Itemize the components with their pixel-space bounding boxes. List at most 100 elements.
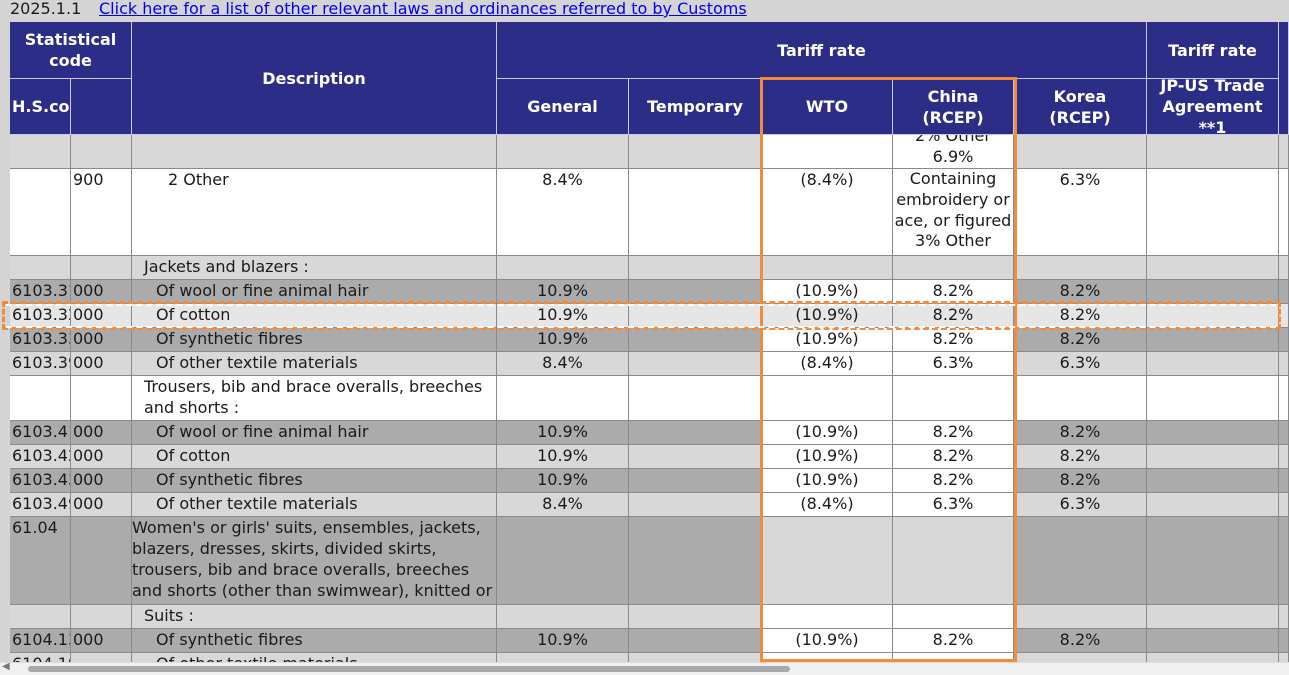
- wto-rate-cell: [762, 653, 893, 662]
- china-rcep-rate-cell: [893, 605, 1014, 629]
- scrollbar-thumb[interactable]: [28, 666, 790, 672]
- horizontal-scrollbar[interactable]: ◀: [0, 661, 1289, 675]
- description-cell: Women's or girls' suits, ensembles, jack…: [132, 517, 497, 605]
- wto-rate-cell: [762, 256, 893, 280]
- hs-code-cell: 6103.39: [10, 352, 71, 376]
- stat-code-cell: [71, 517, 132, 605]
- general-rate-cell: 10.9%: [497, 280, 629, 304]
- wto-rate-cell: (8.4%): [762, 352, 893, 376]
- wto-rate-cell: [762, 376, 893, 421]
- extra-cell: [1279, 493, 1289, 517]
- jp-us-rate-cell: [1147, 304, 1279, 328]
- header-extra-col: [1279, 22, 1289, 135]
- temporary-rate-cell: [629, 280, 762, 304]
- extra-cell: [1279, 445, 1289, 469]
- wto-rate-cell: (10.9%): [762, 304, 893, 328]
- scroll-left-arrow-icon[interactable]: ◀: [2, 661, 10, 672]
- wto-rate-cell: [762, 135, 893, 169]
- wto-rate-cell: (10.9%): [762, 280, 893, 304]
- jp-us-rate-cell: [1147, 352, 1279, 376]
- header-description: Description: [132, 22, 497, 135]
- korea-rcep-rate-cell: 8.2%: [1014, 328, 1147, 352]
- description-cell: Of other textile materials: [132, 352, 497, 376]
- extra-cell: [1279, 328, 1289, 352]
- china-rcep-rate-cell: 8.2%: [893, 280, 1014, 304]
- description-cell: Of wool or fine animal hair: [132, 280, 497, 304]
- stat-code-cell: 000: [71, 469, 132, 493]
- china-rcep-rate-cell: [893, 517, 1014, 605]
- description-cell: Suits :: [132, 605, 497, 629]
- general-rate-cell: 10.9%: [497, 421, 629, 445]
- jp-us-rate-cell: [1147, 328, 1279, 352]
- temporary-rate-cell: [629, 169, 762, 256]
- general-rate-cell: [497, 135, 629, 169]
- general-rate-cell: 8.4%: [497, 493, 629, 517]
- jp-us-rate-cell: [1147, 517, 1279, 605]
- wto-rate-cell: (8.4%): [762, 493, 893, 517]
- china-rcep-rate-cell: [893, 376, 1014, 421]
- header-tariff-rate: Tariff rate: [497, 22, 1147, 79]
- china-rcep-rate-cell: 8.2%: [893, 421, 1014, 445]
- extra-cell: [1279, 256, 1289, 280]
- jp-us-rate-cell: [1147, 256, 1279, 280]
- related-laws-link[interactable]: Click here for a list of other relevant …: [99, 0, 747, 18]
- stat-code-cell: [71, 376, 132, 421]
- wto-rate-cell: (10.9%): [762, 445, 893, 469]
- description-cell: Of synthetic fibres: [132, 469, 497, 493]
- wto-rate-cell: (10.9%): [762, 328, 893, 352]
- jp-us-rate-cell: [1147, 629, 1279, 653]
- header-korea-rcep: Korea (RCEP): [1014, 79, 1147, 135]
- stat-code-cell: 000: [71, 493, 132, 517]
- tariff-table: Statistical code H.S.cod Description Tar…: [10, 22, 1289, 662]
- wto-rate-cell: (10.9%): [762, 469, 893, 493]
- china-rcep-rate-cell: [893, 653, 1014, 662]
- general-rate-cell: 10.9%: [497, 328, 629, 352]
- header-general: General: [497, 79, 629, 135]
- korea-rcep-rate-cell: [1014, 376, 1147, 421]
- hs-code-cell: [10, 256, 71, 280]
- korea-rcep-rate-cell: [1014, 517, 1147, 605]
- korea-rcep-rate-cell: [1014, 256, 1147, 280]
- jp-us-rate-cell: [1147, 493, 1279, 517]
- general-rate-cell: [497, 653, 629, 662]
- description-cell: Jackets and blazers :: [132, 256, 497, 280]
- china-rcep-rate-cell: 8.2%: [893, 304, 1014, 328]
- stat-code-cell: 000: [71, 421, 132, 445]
- description-cell: Of other textile materials: [132, 653, 497, 662]
- extra-cell: [1279, 605, 1289, 629]
- extra-cell: [1279, 169, 1289, 256]
- wto-rate-cell: (10.9%): [762, 629, 893, 653]
- description-cell: Of synthetic fibres: [132, 328, 497, 352]
- hs-code-cell: [10, 605, 71, 629]
- korea-rcep-rate-cell: 8.2%: [1014, 469, 1147, 493]
- china-rcep-rate-cell: 8.2%: [893, 629, 1014, 653]
- china-rcep-rate-cell: 6.3%: [893, 493, 1014, 517]
- jp-us-rate-cell: [1147, 169, 1279, 256]
- stat-code-cell: 000: [71, 445, 132, 469]
- hs-code-cell: 6103.33: [10, 328, 71, 352]
- extra-cell: [1279, 352, 1289, 376]
- hs-code-cell: 6103.49: [10, 493, 71, 517]
- stat-code-cell: 000: [71, 352, 132, 376]
- china-rcep-rate-cell: 8.2%: [893, 469, 1014, 493]
- stat-code-cell: 900: [71, 169, 132, 256]
- hs-code-cell: 6104.19: [10, 653, 71, 662]
- stat-code-cell: [71, 653, 132, 662]
- general-rate-cell: [497, 376, 629, 421]
- header-wto: WTO: [762, 79, 893, 135]
- hs-code-cell: 6103.41: [10, 421, 71, 445]
- temporary-rate-cell: [629, 328, 762, 352]
- general-rate-cell: 8.4%: [497, 352, 629, 376]
- stat-code-cell: 000: [71, 629, 132, 653]
- china-rcep-rate-cell: ace, or figured 2% Other 6.9%: [893, 135, 1014, 169]
- hs-code-cell: 6103.42: [10, 445, 71, 469]
- temporary-rate-cell: [629, 629, 762, 653]
- china-rcep-rate-cell: Containing embroidery or ace, or figured…: [893, 169, 1014, 256]
- jp-us-rate-cell: [1147, 421, 1279, 445]
- temporary-rate-cell: [629, 256, 762, 280]
- header-china-rcep: China (RCEP): [893, 79, 1014, 135]
- stat-code-cell: [71, 135, 132, 169]
- hs-code-cell: [10, 169, 71, 256]
- jp-us-rate-cell: [1147, 376, 1279, 421]
- hs-code-cell: 6103.43: [10, 469, 71, 493]
